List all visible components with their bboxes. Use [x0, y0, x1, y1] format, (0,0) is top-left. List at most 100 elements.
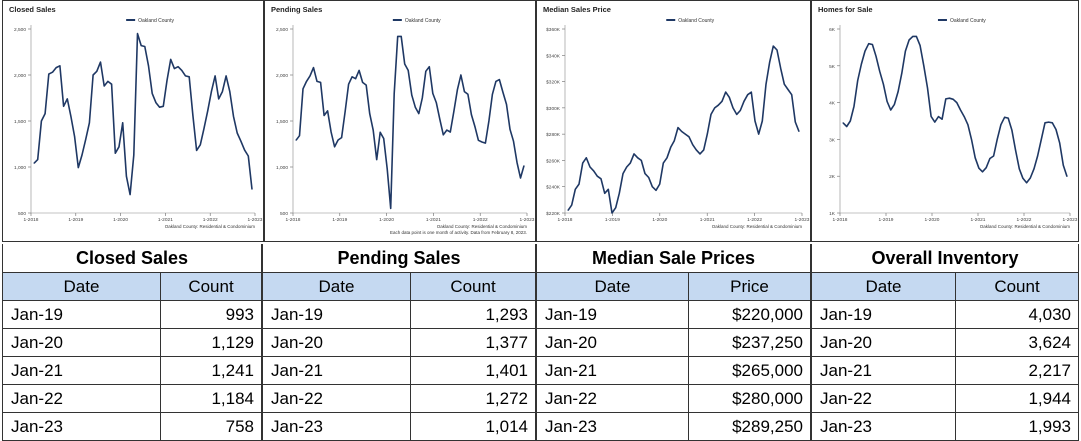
data-point: [618, 192, 620, 194]
column-header-value: Price: [730, 277, 769, 296]
data-point: [912, 35, 914, 37]
data-point: [397, 35, 399, 37]
data-point: [651, 186, 653, 188]
cell-value: $237,250: [732, 333, 803, 352]
chart-median-sales-price: Median Sales Price Oakland County $220K $24…: [543, 5, 810, 229]
data-point: [1029, 177, 1031, 179]
cell-value: 1,993: [1028, 417, 1071, 436]
table-row: Jan-19 993: [2, 301, 262, 329]
cell-value: $265,000: [732, 361, 803, 380]
data-point: [1066, 176, 1068, 177]
data-point: [114, 152, 116, 154]
data-point: [129, 194, 131, 196]
data-point: [732, 107, 734, 109]
data-point: [369, 113, 371, 115]
cell-value: 1,293: [485, 305, 528, 324]
table-header: Date Count: [262, 272, 536, 301]
x-tick-label: 1-2022: [1017, 217, 1032, 223]
data-point: [677, 127, 679, 129]
x-tick-label: 1-2023: [795, 217, 810, 223]
data-point: [196, 149, 198, 151]
x-tick-label: 1-2020: [379, 217, 394, 223]
x-tick-label: 1-2020: [113, 217, 128, 223]
y-tick-label: $340K: [546, 53, 561, 59]
table-row: Jan-19 4,030: [811, 301, 1079, 329]
data-point: [1037, 155, 1039, 157]
cell-date: Jan-19: [263, 301, 411, 328]
data-point: [904, 50, 906, 52]
data-point: [428, 66, 430, 68]
data-point: [306, 80, 307, 82]
data-point: [439, 118, 441, 120]
data-point: [1059, 142, 1061, 144]
data-point: [66, 98, 68, 100]
series-line: [567, 45, 800, 214]
data-point: [893, 103, 895, 105]
data-point: [622, 173, 624, 175]
data-point: [666, 157, 668, 159]
cell-value: $289,250: [732, 417, 803, 436]
data-point: [1055, 129, 1057, 130]
chart-closed-sales: Closed Sales Oakland County 500 1,000 1,500 2…: [9, 5, 263, 229]
data-point: [1004, 116, 1006, 118]
data-point: [103, 85, 105, 87]
data-point: [453, 111, 455, 113]
data-point: [960, 109, 961, 111]
data-point: [846, 126, 848, 127]
series-line: [33, 32, 253, 196]
cell-value: 1,129: [211, 333, 254, 352]
data-point: [567, 209, 569, 211]
cell-date: Jan-20: [537, 329, 689, 356]
data-point: [787, 89, 789, 90]
data-point: [229, 91, 231, 93]
data-point: [407, 69, 409, 71]
y-tick-label: $320K: [546, 80, 561, 86]
data-point: [411, 94, 413, 96]
data-point: [655, 189, 657, 191]
data-point: [188, 76, 190, 78]
data-point: [681, 131, 683, 132]
data-point: [456, 89, 458, 91]
data-point: [706, 133, 708, 135]
cell-date: Jan-22: [537, 385, 689, 412]
cell-date: Jan-22: [812, 385, 956, 412]
data-point: [886, 101, 888, 102]
y-tick-label: 6K: [829, 27, 836, 33]
x-tick-label: 1-2018: [286, 217, 301, 223]
data-point: [673, 140, 675, 142]
data-point: [351, 76, 353, 78]
data-point: [930, 115, 932, 117]
data-point: [506, 103, 507, 105]
data-point: [1051, 122, 1053, 124]
data-point: [648, 177, 650, 178]
cell-value: 3,624: [1028, 333, 1071, 352]
data-point: [240, 140, 242, 142]
table-row: Jan-23 $289,250: [536, 413, 811, 441]
data-point: [1048, 121, 1050, 123]
table-title: Median Sale Prices: [536, 244, 811, 272]
table-row: Jan-22 1,184: [2, 385, 262, 413]
cell-date: Jan-23: [3, 413, 161, 440]
data-point: [585, 157, 587, 159]
table-row: Jan-20 1,377: [262, 329, 536, 357]
column-header-date: Date: [537, 273, 689, 300]
data-point: [971, 138, 972, 140]
data-point: [963, 116, 965, 118]
x-tick-label: 1-2020: [652, 217, 667, 223]
data-point: [574, 188, 576, 190]
data-point: [372, 129, 374, 131]
data-point: [344, 111, 346, 113]
data-point: [192, 115, 194, 116]
x-tick-label: 1-2022: [203, 217, 218, 223]
data-point: [974, 157, 976, 159]
data-point: [81, 154, 83, 156]
y-tick-label: 2,000: [14, 73, 26, 79]
data-point: [659, 183, 661, 185]
data-point: [247, 155, 249, 157]
data-point: [330, 131, 332, 133]
data-point: [1044, 122, 1046, 124]
x-tick-label: 1-2018: [24, 217, 39, 223]
data-point: [615, 207, 617, 209]
data-point: [295, 139, 297, 141]
data-point: [159, 106, 161, 108]
